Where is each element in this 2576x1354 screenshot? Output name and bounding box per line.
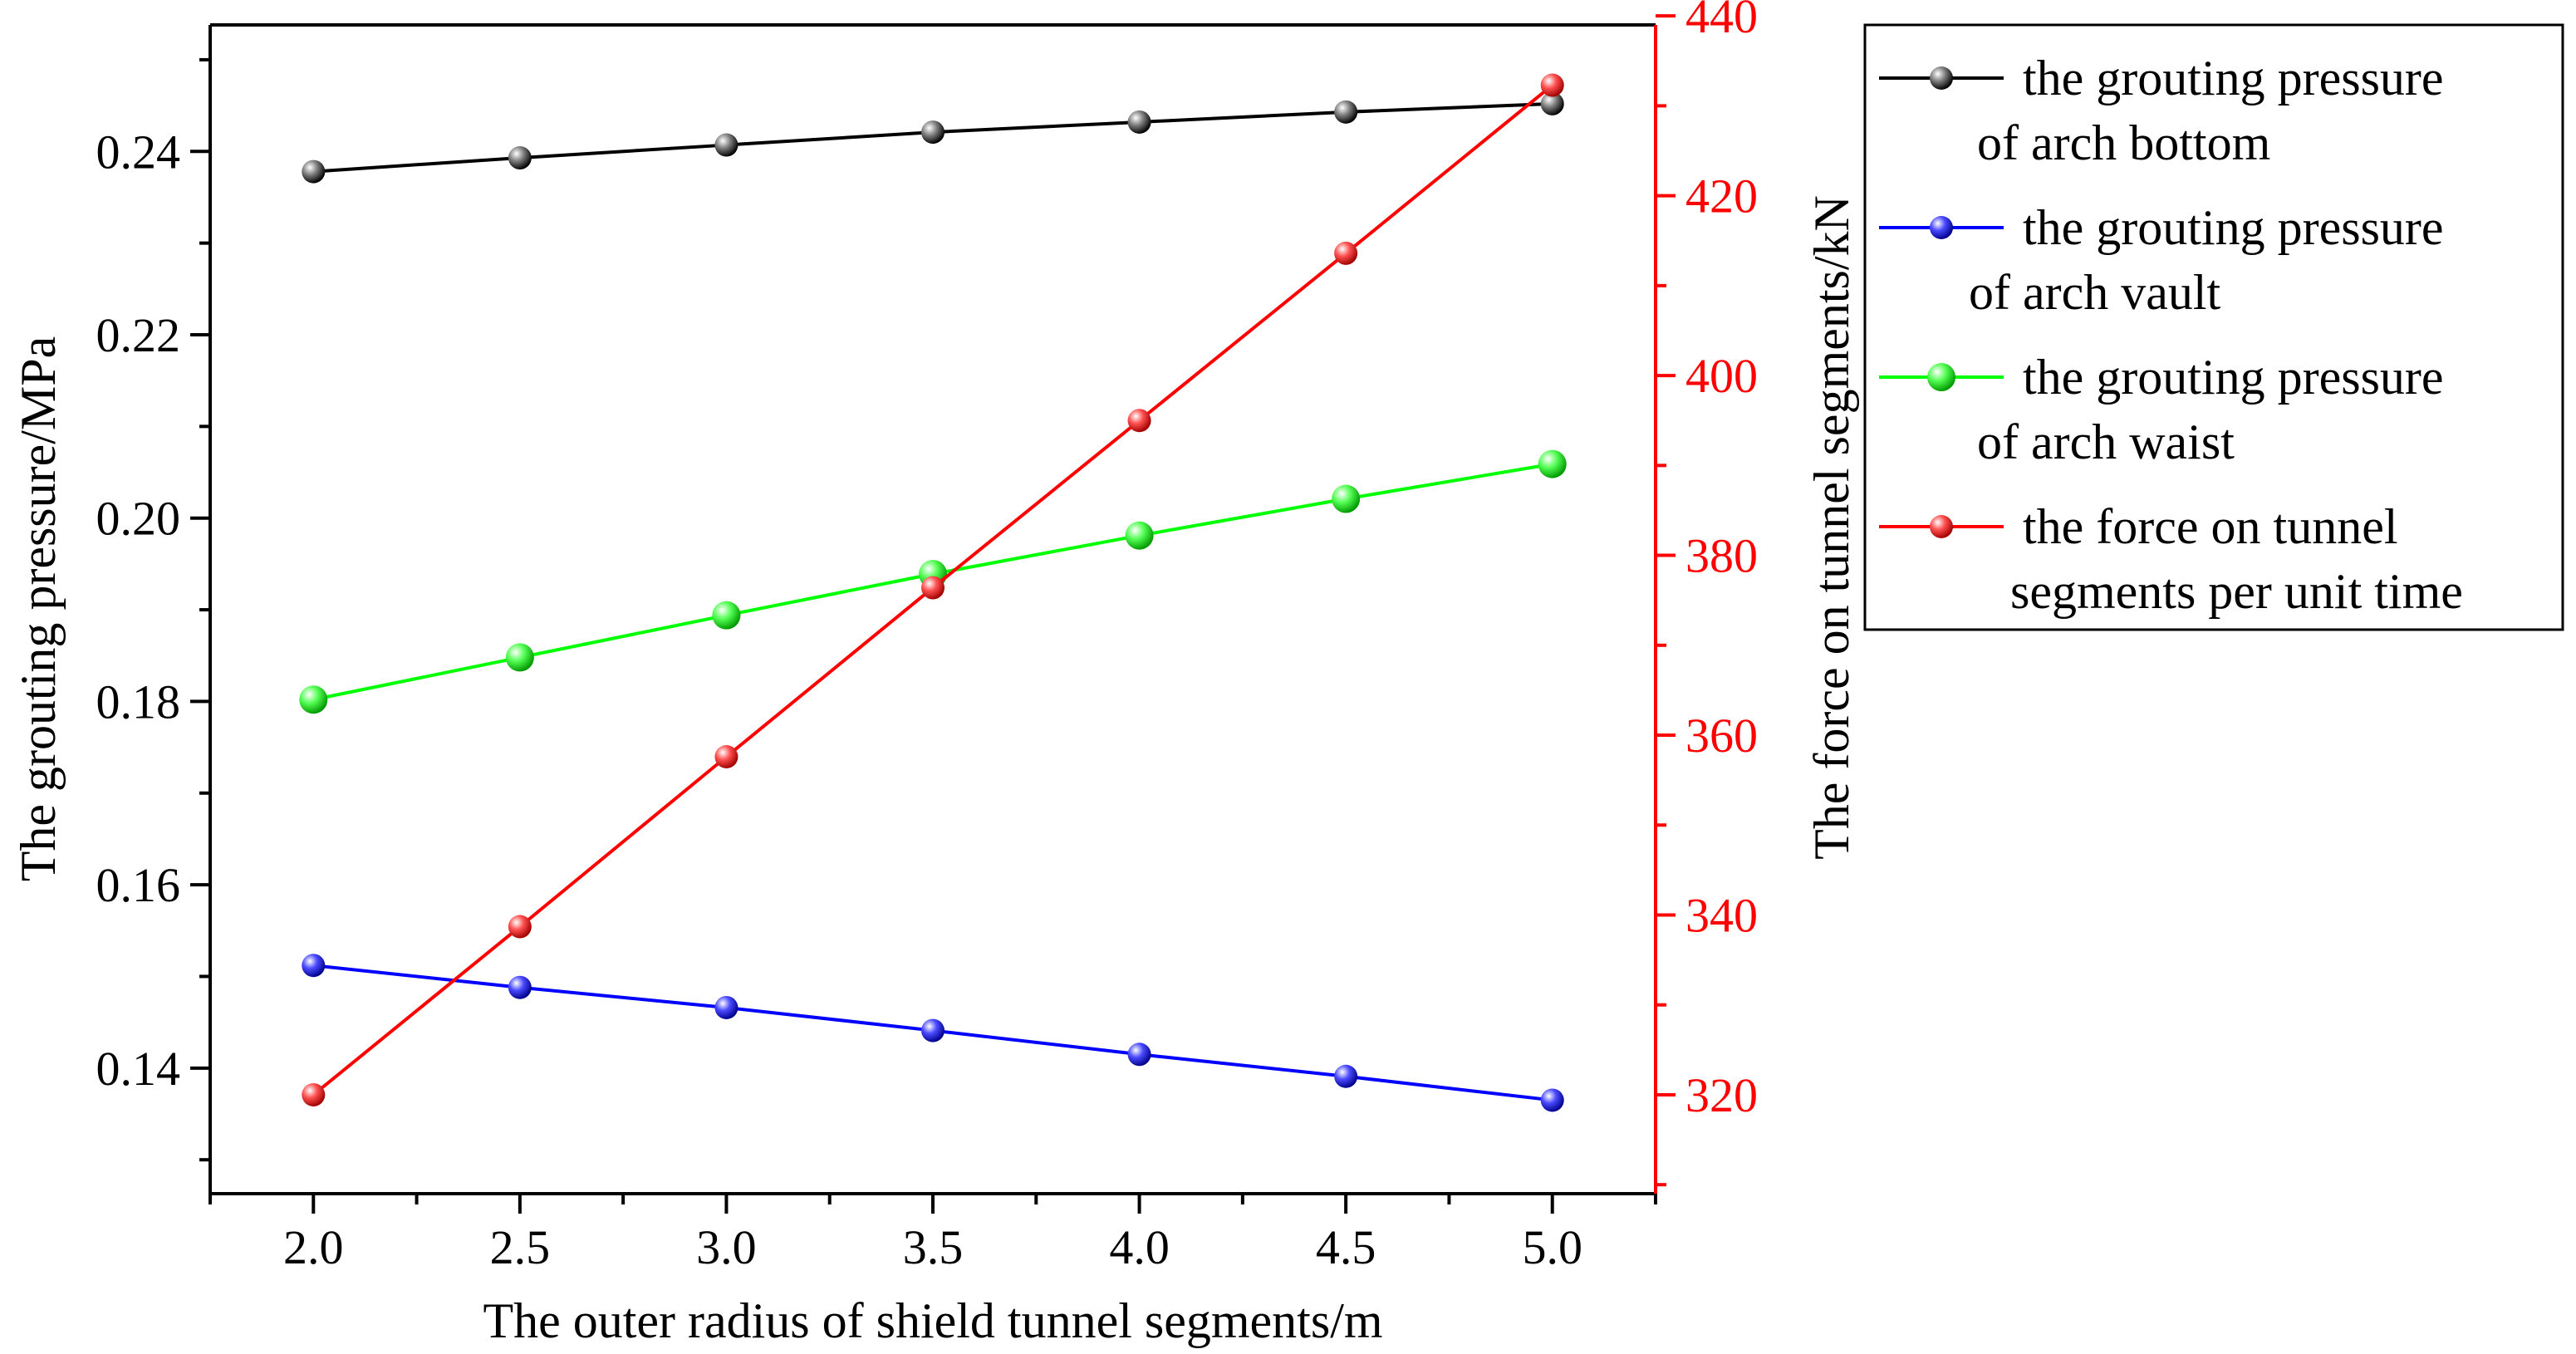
left-y-axis-ticks: 0.14 0.16 0.18 0.20 0.22 0.24 <box>96 57 210 1162</box>
data-point <box>1332 484 1361 513</box>
legend-label-line-2: of arch bottom <box>1977 115 2270 170</box>
data-point <box>714 133 738 157</box>
data-point <box>299 685 328 714</box>
legend-marker-swatch <box>1927 363 1955 391</box>
data-point <box>921 120 945 145</box>
right-y-axis-title: The force on tunnel segments/kN <box>1804 195 1859 860</box>
legend-label-line-2: of arch vault <box>1969 265 2221 320</box>
data-point <box>1540 1088 1564 1112</box>
x-tick-label: 2.0 <box>283 1220 344 1274</box>
legend-marker-swatch <box>1930 216 1953 239</box>
left-y-tick-label: 0.16 <box>96 858 181 912</box>
data-point <box>505 643 534 672</box>
left-y-tick-label: 0.20 <box>96 492 181 546</box>
x-axis-title: The outer radius of shield tunnel segmen… <box>483 1293 1382 1348</box>
left-y-axis-title: The grouting pressure/MPa <box>11 336 66 882</box>
series-layer <box>299 73 1567 1112</box>
x-tick-label: 3.0 <box>696 1220 757 1274</box>
left-y-tick-label: 0.14 <box>96 1042 181 1096</box>
data-point <box>302 159 326 184</box>
series-3 <box>299 449 1567 714</box>
legend-item: the grouting pressure of arch bottom <box>1879 51 2444 170</box>
right-y-tick-label: 320 <box>1685 1068 1758 1122</box>
x-tick-label: 3.5 <box>903 1220 964 1274</box>
left-y-tick-label: 0.24 <box>96 125 181 179</box>
data-point <box>1125 521 1154 550</box>
legend-label-line-1: the grouting pressure <box>2023 200 2444 255</box>
data-point <box>921 576 945 600</box>
series-2 <box>302 954 1564 1112</box>
data-point <box>302 954 326 978</box>
legend-label-line-1: the grouting pressure <box>2023 350 2444 405</box>
right-y-tick-label: 360 <box>1685 709 1758 763</box>
legend-marker-swatch <box>1930 515 1953 538</box>
legend-label-line-1: the grouting pressure <box>2023 51 2444 105</box>
data-point <box>508 915 532 939</box>
data-point <box>921 1018 945 1042</box>
legend-marker-swatch <box>1930 66 1953 90</box>
legend-label-line-2: segments per unit time <box>2010 564 2463 619</box>
right-y-tick-label: 400 <box>1685 349 1758 403</box>
right-y-tick-label: 440 <box>1685 0 1758 43</box>
legend-item: the force on tunnel segments per unit tim… <box>1879 499 2463 619</box>
legend-item: the grouting pressure of arch waist <box>1879 350 2444 469</box>
right-y-axis-ticks: 320 340 360 380 400 420 440 <box>1656 0 1758 1187</box>
legend-label-line-2: of arch waist <box>1977 415 2235 469</box>
right-y-tick-label: 380 <box>1685 529 1758 583</box>
legend-label-line-1: the force on tunnel <box>2023 499 2398 554</box>
x-tick-label: 4.5 <box>1316 1220 1376 1274</box>
data-point <box>1127 1042 1151 1067</box>
left-y-tick-label: 0.18 <box>96 675 181 729</box>
legend-box <box>1863 23 2564 631</box>
data-point <box>1540 91 1564 115</box>
data-point <box>1127 409 1151 433</box>
x-axis-ticks: 2.0 2.5 3.0 3.5 4.0 4.5 5.0 <box>209 1194 1657 1274</box>
data-point <box>1540 73 1564 97</box>
data-point <box>1127 110 1151 134</box>
x-tick-label: 4.0 <box>1109 1220 1170 1274</box>
data-point <box>1334 241 1358 265</box>
left-y-tick-label: 0.22 <box>96 308 181 362</box>
data-point <box>712 601 741 630</box>
legend-item: the grouting pressure of arch vault <box>1879 200 2444 320</box>
x-tick-label: 5.0 <box>1522 1220 1582 1274</box>
data-point <box>508 146 532 170</box>
data-point <box>508 975 532 999</box>
data-point <box>1334 100 1358 124</box>
data-point <box>714 995 738 1019</box>
data-point <box>302 1082 326 1106</box>
series-1 <box>302 91 1564 184</box>
x-tick-label: 2.5 <box>490 1220 551 1274</box>
data-point <box>1538 449 1567 478</box>
series-4 <box>302 73 1564 1106</box>
data-point <box>1334 1064 1358 1088</box>
right-y-tick-label: 340 <box>1685 888 1758 942</box>
data-point <box>714 744 738 768</box>
right-y-tick-label: 420 <box>1685 169 1758 223</box>
